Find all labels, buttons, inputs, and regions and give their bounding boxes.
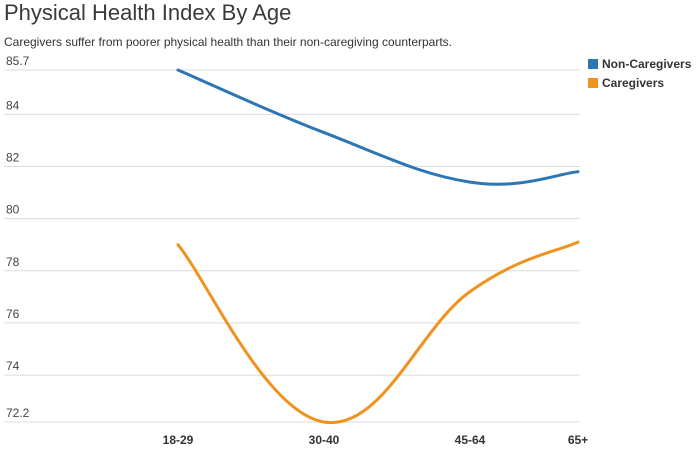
x-tick-label: 30-40: [309, 433, 340, 447]
chart-subtitle: Caregivers suffer from poorer physical h…: [4, 35, 453, 49]
y-tick-label: 84: [6, 98, 20, 112]
y-tick-label: 80: [6, 203, 20, 217]
y-tick-label: 76: [6, 307, 20, 321]
legend-label: Non-Caregivers: [602, 57, 692, 71]
y-tick-label: 72.2: [6, 406, 30, 420]
y-tick-label: 78: [6, 255, 20, 269]
legend-item[interactable]: Non-Caregivers: [588, 57, 692, 71]
series-line-caregivers: [176, 240, 580, 424]
legend-item[interactable]: Caregivers: [588, 76, 664, 90]
y-tick-label: 82: [6, 150, 20, 164]
x-tick-label: 45-64: [455, 433, 486, 447]
y-tick-label: 85.7: [6, 54, 30, 68]
legend-swatch: [588, 59, 598, 69]
legend-label: Caregivers: [602, 76, 664, 90]
x-tick-label: 18-29: [163, 433, 194, 447]
legend-swatch: [588, 78, 598, 88]
y-gridlines: [4, 69, 580, 423]
y-tick-label: 74: [6, 359, 20, 373]
x-tick-label: 65+: [568, 433, 588, 447]
chart-title: Physical Health Index By Age: [4, 0, 292, 25]
series-line-non-caregivers: [176, 68, 580, 186]
